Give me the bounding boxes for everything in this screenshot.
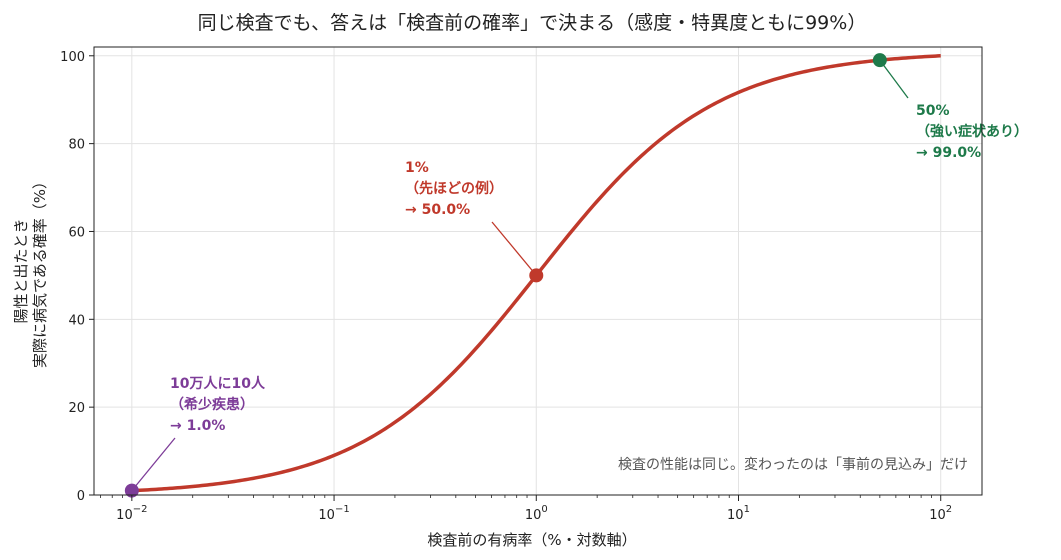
- point-annotation: 10万人に10人 （希少疾患） → 1.0%: [170, 375, 266, 434]
- x-tick-label: 10−1: [318, 504, 349, 523]
- y-tick-label: 60: [68, 225, 85, 240]
- highlight-point: [872, 53, 887, 68]
- annotation-leader: [131, 437, 176, 492]
- annotation-leader: [879, 59, 909, 99]
- annotation-line: → 99.0%: [916, 145, 981, 161]
- x-tick-base: 10: [525, 508, 542, 523]
- annotation-line: → 50.0%: [405, 202, 470, 218]
- x-tick-label: 101: [727, 504, 750, 523]
- highlight-point: [124, 483, 139, 498]
- y-axis-label-line: 陽性と出たとき: [12, 218, 30, 323]
- x-tick-label: 10−2: [116, 504, 147, 523]
- x-tick-exponent: 2: [946, 504, 952, 515]
- point-annotation: 50% （強い症状あり） → 99.0%: [916, 103, 1028, 161]
- x-axis-label: 検査前の有病率（%・対数軸）: [427, 531, 636, 549]
- annotation-line: 1%: [405, 160, 429, 176]
- x-tick-exponent: 1: [744, 504, 750, 515]
- x-tick-exponent: −1: [335, 504, 350, 515]
- y-tick-label: 40: [68, 313, 85, 328]
- x-axis-ticks: 10−2 10−1 100 101 102: [100, 495, 952, 523]
- y-tick-label: 20: [68, 401, 85, 416]
- x-tick-base: 10: [727, 508, 744, 523]
- x-tick-base: 10: [929, 508, 946, 523]
- chart-note: 検査の性能は同じ。変わったのは「事前の見込み」だけ: [618, 456, 968, 473]
- chart-title: 同じ検査でも、答えは「検査前の確率」で決まる（感度・特異度ともに99%）: [198, 12, 867, 34]
- annotation-line: （強い症状あり）: [916, 123, 1028, 140]
- y-tick-label: 0: [77, 489, 85, 504]
- annotations: 10万人に10人 （希少疾患） → 1.0% 1% （先ほどの例） → 50.0% 50% （…: [124, 53, 1028, 498]
- x-tick-exponent: −2: [133, 504, 148, 515]
- highlight-point: [529, 268, 544, 283]
- annotation-line: （先ほどの例）: [405, 180, 503, 197]
- annotation-line: 50%: [916, 103, 950, 119]
- annotation-leader: [491, 221, 537, 276]
- y-tick-label: 100: [60, 50, 85, 65]
- annotation-line: 10万人に10人: [170, 375, 266, 392]
- point-annotation: 1% （先ほどの例） → 50.0%: [405, 160, 503, 218]
- y-axis-ticks: 0 20 40 60 80 100: [60, 50, 94, 504]
- plot-frame: [93, 46, 983, 496]
- annotation-line: （希少疾患）: [170, 396, 254, 413]
- x-tick-base: 10: [116, 508, 133, 523]
- x-tick-label: 102: [929, 504, 952, 523]
- y-axis-label: 陽性と出たとき 実際に病気である確率（%）: [12, 174, 49, 368]
- x-tick-label: 100: [525, 504, 548, 523]
- y-tick-label: 80: [68, 138, 85, 153]
- x-tick-exponent: 0: [541, 504, 547, 515]
- annotation-line: → 1.0%: [170, 418, 225, 434]
- y-axis-label-line: 実際に病気である確率（%）: [31, 174, 49, 368]
- x-tick-base: 10: [318, 508, 335, 523]
- grid: [94, 47, 982, 496]
